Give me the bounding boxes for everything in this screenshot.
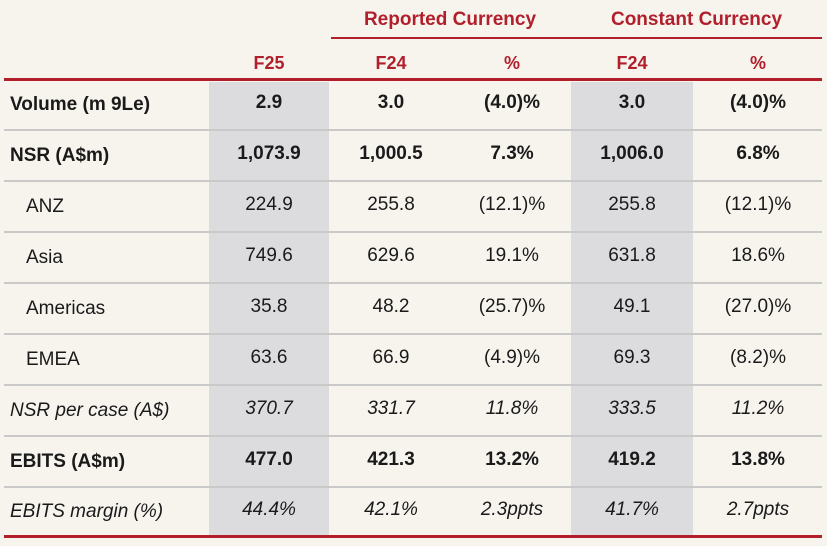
table-top-rule (4, 78, 822, 81)
constant-currency-heading: Constant Currency (610, 9, 783, 30)
table-cell: 255.8 (608, 194, 656, 215)
table-cell: 11.2% (731, 398, 785, 419)
table-cell: 1,006.0 (600, 143, 664, 164)
table-cell: 6.8% (736, 143, 780, 164)
table-cell: (8.2)% (730, 347, 786, 368)
table-cell: (4.9)% (484, 347, 540, 368)
table-cell: 2.7ppts (726, 499, 790, 520)
row-divider (4, 486, 822, 488)
row-divider (4, 180, 822, 182)
reported-currency-heading: Reported Currency (363, 9, 537, 30)
table-cell: 749.6 (245, 245, 293, 266)
table-cell: (27.0)% (724, 296, 792, 317)
table-cell: 331.7 (367, 398, 415, 419)
table-cell: 1,000.5 (359, 143, 423, 164)
table-cell: (25.7)% (478, 296, 546, 317)
table-cell: 13.8% (731, 449, 785, 470)
row-label-ebits-margin: EBITS margin (%) (10, 501, 164, 522)
table-bottom-rule (4, 535, 822, 538)
row-divider (4, 129, 822, 131)
row-divider (4, 384, 822, 386)
constant-f24-column-shade (571, 82, 693, 535)
table-cell: 224.9 (245, 194, 293, 215)
table-cell: 419.2 (608, 449, 656, 470)
row-label-asia: Asia (26, 247, 63, 268)
row-label-volume: Volume (m 9Le) (10, 94, 151, 115)
col-head-reported-pct: % (503, 53, 520, 73)
col-head-constant-pct: % (749, 53, 766, 73)
col-head-reported-f24: F24 (375, 53, 407, 73)
row-label-ebits: EBITS (A$m) (10, 451, 126, 472)
table-cell: 421.3 (367, 449, 415, 470)
table-cell: 13.2% (485, 449, 539, 470)
row-label-nsr-per-case: NSR per case (A$) (10, 400, 170, 421)
table-cell: 63.6 (250, 347, 288, 368)
table-cell: 44.4% (242, 499, 296, 520)
table-cell: 3.0 (618, 92, 646, 113)
table-cell: 69.3 (613, 347, 651, 368)
table-cell: 49.1 (613, 296, 651, 317)
table-cell: 631.8 (608, 245, 656, 266)
table-cell: 41.7% (605, 499, 659, 520)
row-divider (4, 231, 822, 233)
table-cell: 2.3ppts (480, 499, 544, 520)
table-cell: 477.0 (245, 449, 293, 470)
table-cell: 11.8% (485, 398, 539, 419)
constant-currency-rule (571, 37, 822, 39)
table-cell: (12.1)% (478, 194, 546, 215)
row-label-americas: Americas (26, 298, 106, 319)
table-cell: 48.2 (372, 296, 410, 317)
table-cell: 18.6% (731, 245, 785, 266)
table-cell: 2.9 (255, 92, 283, 113)
row-label-nsr: NSR (A$m) (10, 145, 110, 166)
table-cell: (4.0)% (484, 92, 540, 113)
table-cell: 1,073.9 (237, 143, 301, 164)
reported-currency-rule (331, 37, 571, 39)
table-cell: (4.0)% (730, 92, 786, 113)
table-cell: 370.7 (245, 398, 293, 419)
row-divider (4, 282, 822, 284)
col-head-constant-f24: F24 (616, 53, 648, 73)
table-cell: 19.1% (485, 245, 539, 266)
row-divider (4, 435, 822, 437)
table-cell: 629.6 (367, 245, 415, 266)
row-divider (4, 333, 822, 335)
row-label-anz: ANZ (26, 196, 64, 217)
table-cell: (12.1)% (724, 194, 792, 215)
row-label-emea: EMEA (26, 349, 80, 370)
table-cell: 66.9 (372, 347, 410, 368)
table-cell: 333.5 (608, 398, 656, 419)
table-cell: 42.1% (364, 499, 418, 520)
table-cell: 7.3% (490, 143, 534, 164)
table-cell: 3.0 (377, 92, 405, 113)
col-head-f25: F25 (253, 53, 285, 73)
table-cell: 35.8 (250, 296, 288, 317)
table-cell: 255.8 (367, 194, 415, 215)
f25-column-shade (209, 82, 329, 535)
